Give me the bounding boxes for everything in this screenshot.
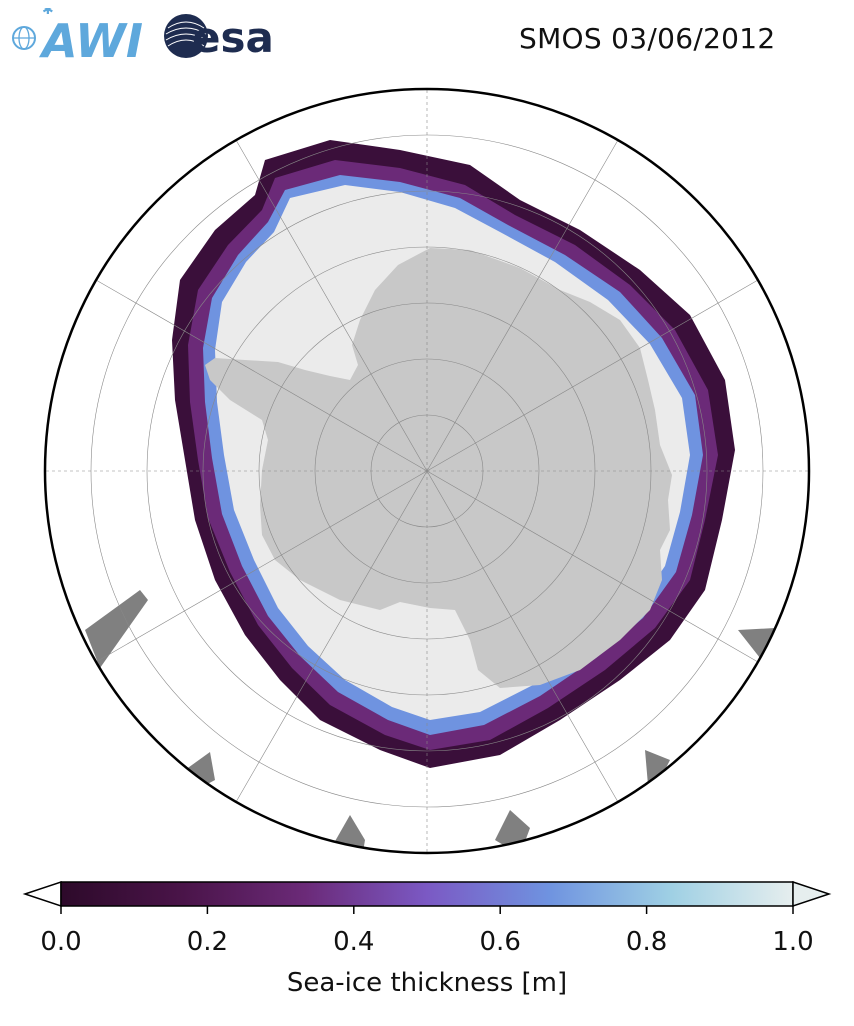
map-date-title: SMOS 03/06/2012 <box>519 22 776 55</box>
colorbar-extend-low <box>22 880 62 908</box>
graticule <box>45 89 809 853</box>
colorbar-tick-label: 0.6 <box>480 927 521 957</box>
colorbar-tick-label: 0.8 <box>626 927 667 957</box>
colorbar-ticks: 0.0 0.2 0.4 0.6 0.8 1.0 <box>40 906 814 957</box>
antarctica <box>205 248 672 688</box>
svg-text:AWI: AWI <box>39 14 143 64</box>
antarctic-map <box>43 87 811 855</box>
colorbar-tick-label: 0.4 <box>333 927 374 957</box>
colorbar-extend-high <box>792 880 832 908</box>
awi-logo: ✱ AWI <box>12 8 143 64</box>
colorbar-tick-label: 0.2 <box>187 927 228 957</box>
colorbar-label: Sea-ice thickness [m] <box>287 968 567 998</box>
colorbar-tick-label: 1.0 <box>772 927 813 957</box>
colorbar-gradient <box>60 881 794 907</box>
map-boundary <box>43 87 811 855</box>
svg-text:esa: esa <box>192 13 274 62</box>
colorbar-tick-label: 0.0 <box>40 927 81 957</box>
esa-logo: esa <box>164 13 274 62</box>
logo-bar: ✱ AWI esa <box>12 8 274 64</box>
colorbar: 0.0 0.2 0.4 0.6 0.8 1.0 Sea-ice thickness [m] <box>22 880 832 998</box>
svg-text:✱: ✱ <box>42 8 54 18</box>
